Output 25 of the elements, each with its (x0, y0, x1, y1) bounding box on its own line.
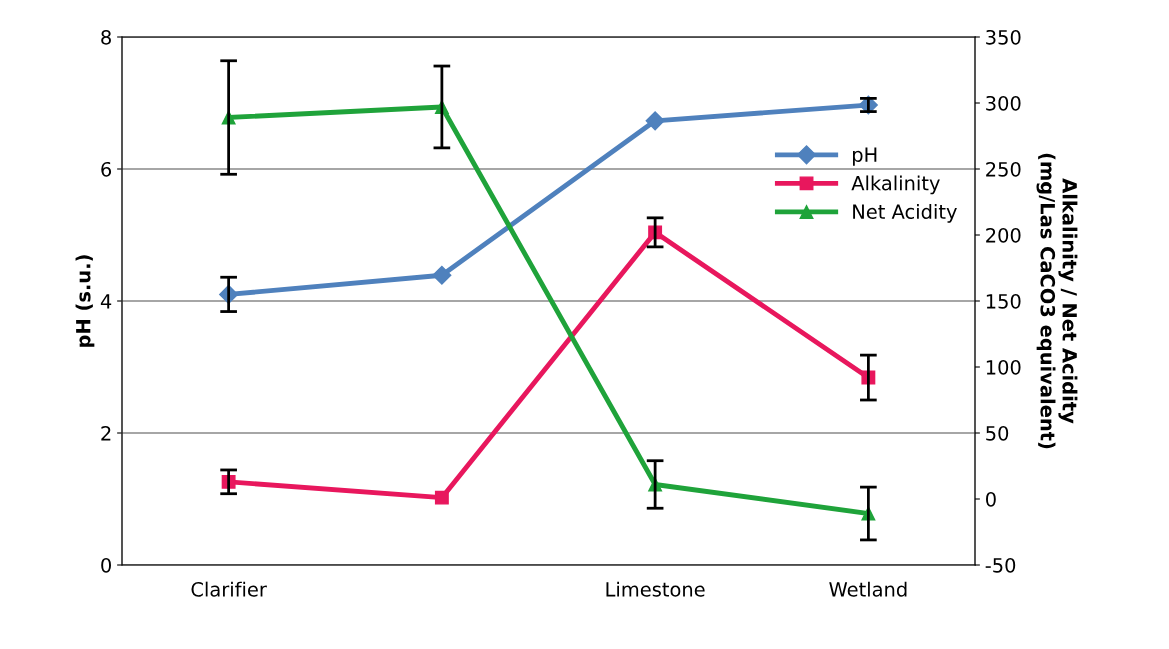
y2-tick-label: 100 (986, 359, 1021, 375)
x-tick-label: Clarifier (191, 581, 267, 597)
y2-tick-label: 150 (986, 293, 1021, 309)
y-tick-label: 4 (100, 294, 112, 309)
x-tick-label: Limestone (606, 581, 705, 597)
y2-tick-label: 350 (986, 29, 1021, 45)
y2-tick-label: 50 (986, 425, 1009, 441)
legend-label: Alkalinity (851, 175, 940, 195)
point (645, 111, 665, 131)
y-tick-label: 2 (101, 425, 111, 441)
y-tick-label: 0 (101, 557, 111, 573)
y2-tick-label: -50 (985, 557, 1016, 573)
y2-tick-label: 250 (986, 161, 1021, 177)
legend-label: Net Acidity (853, 203, 957, 223)
y2-axis-title: Alkalinity / Net Acidity (mg/Las CaCO3 equivalent) (1036, 153, 1078, 449)
y2-tick-label: 300 (986, 95, 1021, 111)
x-tick-label: Wetland (829, 581, 907, 597)
y2-tick-label: 200 (986, 227, 1021, 243)
y-axis-title: pH (s.u.) (75, 255, 95, 347)
point (432, 265, 452, 285)
legend-label: pH (853, 147, 877, 166)
y-tick-label: 6 (101, 161, 112, 177)
y2-tick-label: 0 (986, 491, 996, 507)
y-tick-label: 8 (101, 29, 111, 45)
point (434, 490, 449, 505)
